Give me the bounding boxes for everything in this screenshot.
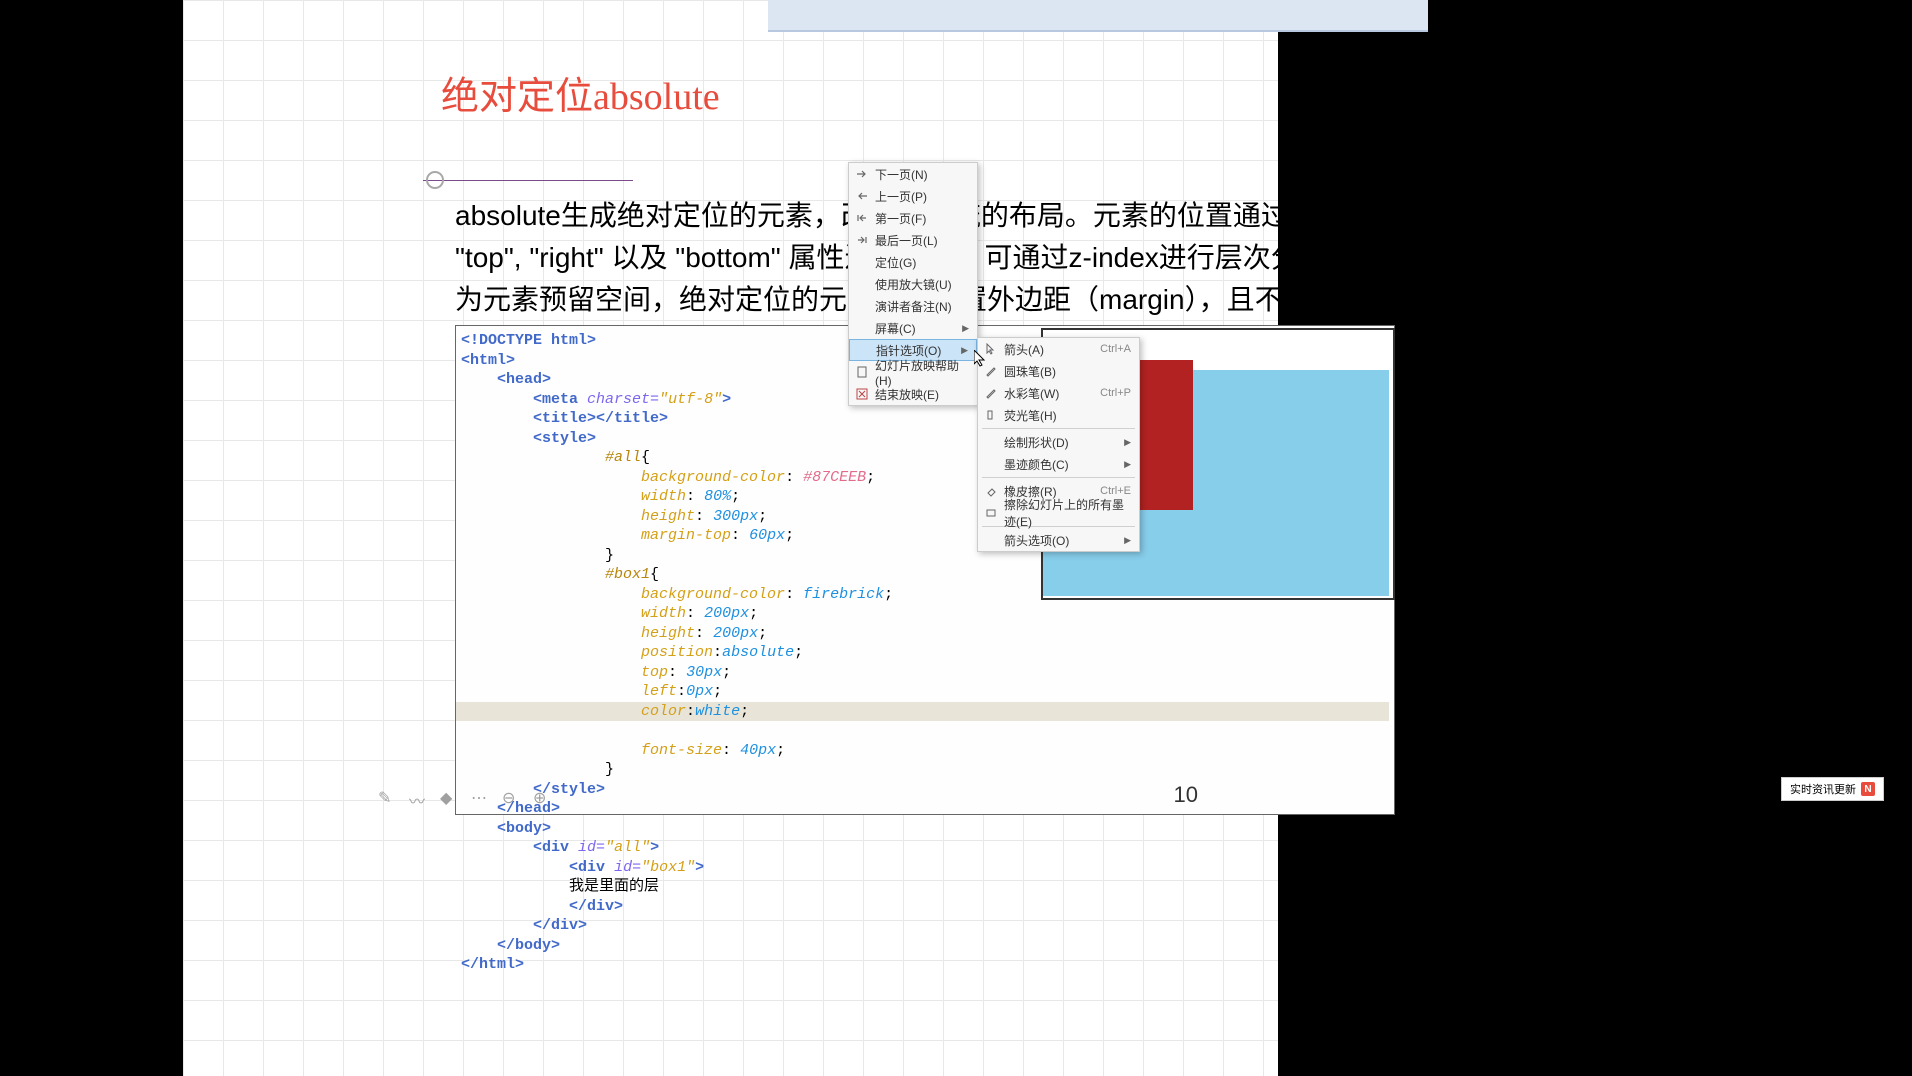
cursor-icon xyxy=(974,350,988,368)
context-menu-pointer[interactable]: 箭头(A)Ctrl+A 圆珠笔(B) 水彩笔(W)Ctrl+P 荧光笔(H) 绘制形状(… xyxy=(977,337,1140,552)
menu-item[interactable]: 幻灯片放映帮助(H) xyxy=(849,361,977,383)
ellipsis-icon[interactable]: ⋯ xyxy=(471,788,487,804)
submenu-arrow-icon: ▶ xyxy=(1124,535,1131,546)
zoom-out-icon[interactable]: ⊖ xyxy=(502,788,518,804)
menu-item-label: 箭头(A) xyxy=(1004,341,1100,358)
menu-item-icon xyxy=(982,507,1000,519)
slide-title: 绝对定位absolute xyxy=(441,65,720,120)
menu-item[interactable]: 最后一页(L) xyxy=(849,229,977,251)
menu-item-label: 圆珠笔(B) xyxy=(1004,363,1131,380)
menu-item-label: 最后一页(L) xyxy=(875,232,969,249)
menu-item-icon xyxy=(853,388,871,400)
menu-item-label: 箭头选项(O) xyxy=(1004,532,1124,549)
menu-item-icon xyxy=(982,409,1000,421)
menu-shortcut: Ctrl+P xyxy=(1100,387,1131,399)
menu-item-label: 墨迹颜色(C) xyxy=(1004,456,1124,473)
menu-item-icon xyxy=(982,485,1000,497)
menu-item[interactable]: 第一页(F) xyxy=(849,207,977,229)
context-menu-main[interactable]: 下一页(N) 上一页(P) 第一页(F) 最后一页(L) 定位(G) 使用放大镜(U) 演讲… xyxy=(848,162,978,406)
menu-item-label: 荧光笔(H) xyxy=(1004,407,1131,424)
page-number: 10 xyxy=(1174,782,1198,808)
menu-item-label: 定位(G) xyxy=(875,254,969,271)
wave-icon[interactable]: 〰 xyxy=(409,788,425,804)
news-badge[interactable]: 实时资讯更新 N xyxy=(1781,777,1884,801)
menu-item[interactable]: 上一页(P) xyxy=(849,185,977,207)
menu-item[interactable]: 圆珠笔(B) xyxy=(978,360,1139,382)
menu-item-label: 演讲者备注(N) xyxy=(875,298,969,315)
menu-item[interactable]: 箭头(A)Ctrl+A xyxy=(978,338,1139,360)
menu-item[interactable]: 定位(G) xyxy=(849,251,977,273)
menu-item-label: 绘制形状(D) xyxy=(1004,434,1124,451)
menu-item[interactable]: 荧光笔(H) xyxy=(978,404,1139,426)
menu-separator xyxy=(982,477,1135,478)
menu-item[interactable]: 屏幕(C)▶ xyxy=(849,317,977,339)
menu-item-label: 水彩笔(W) xyxy=(1004,385,1100,402)
top-band xyxy=(768,0,1428,32)
menu-item[interactable]: 擦除幻灯片上的所有墨迹(E) xyxy=(978,502,1139,524)
menu-shortcut: Ctrl+A xyxy=(1100,343,1131,355)
menu-item[interactable]: 结束放映(E) xyxy=(849,383,977,405)
submenu-arrow-icon: ▶ xyxy=(961,345,968,356)
menu-item-label: 使用放大镜(U) xyxy=(875,276,969,293)
news-n-icon: N xyxy=(1861,782,1875,796)
menu-item-icon xyxy=(982,387,1000,399)
tool-icon[interactable]: ◆ xyxy=(440,788,456,804)
pen-icon[interactable]: ✎ xyxy=(378,788,394,804)
submenu-arrow-icon: ▶ xyxy=(1124,437,1131,448)
menu-item-icon xyxy=(853,191,871,201)
title-decoration-circle xyxy=(426,171,444,189)
menu-item-icon xyxy=(853,213,871,223)
presenter-toolbar: ✎ 〰 ◆ ⋯ ⊖ ⊕ xyxy=(378,788,549,804)
menu-item-label: 第一页(F) xyxy=(875,210,969,227)
menu-item-label: 幻灯片放映帮助(H) xyxy=(875,357,969,388)
menu-item[interactable]: 墨迹颜色(C)▶ xyxy=(978,453,1139,475)
menu-item-label: 屏幕(C) xyxy=(875,320,962,337)
menu-item-label: 上一页(P) xyxy=(875,188,969,205)
menu-item-label: 结束放映(E) xyxy=(875,386,969,403)
menu-item-icon xyxy=(853,169,871,179)
zoom-in-icon[interactable]: ⊕ xyxy=(533,788,549,804)
menu-separator xyxy=(982,428,1135,429)
menu-item[interactable]: 绘制形状(D)▶ xyxy=(978,431,1139,453)
menu-item-label: 擦除幻灯片上的所有墨迹(E) xyxy=(1004,496,1131,530)
menu-item-label: 下一页(N) xyxy=(875,166,969,183)
submenu-arrow-icon: ▶ xyxy=(1124,459,1131,470)
title-decoration-line xyxy=(423,180,633,181)
menu-item[interactable]: 箭头选项(O)▶ xyxy=(978,529,1139,551)
menu-item[interactable]: 使用放大镜(U) xyxy=(849,273,977,295)
menu-item[interactable]: 下一页(N) xyxy=(849,163,977,185)
menu-item[interactable]: 演讲者备注(N) xyxy=(849,295,977,317)
menu-item-icon xyxy=(853,235,871,245)
menu-item-icon xyxy=(853,366,871,378)
menu-item[interactable]: 水彩笔(W)Ctrl+P xyxy=(978,382,1139,404)
submenu-arrow-icon: ▶ xyxy=(962,323,969,334)
news-text: 实时资讯更新 xyxy=(1790,781,1856,797)
